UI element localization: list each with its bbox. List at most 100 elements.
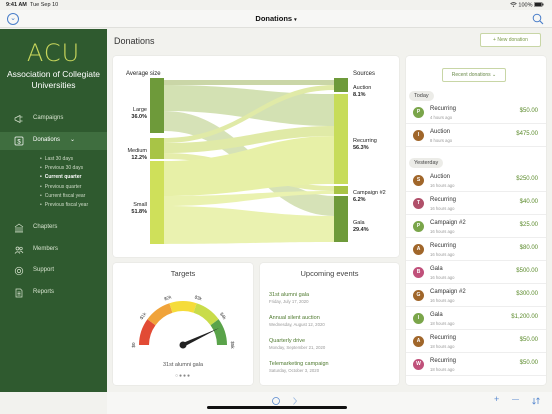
submenu-item[interactable]: Previous 30 days	[40, 164, 88, 173]
donation-time: 16 hours ago	[430, 206, 455, 211]
sankey-label: Small	[133, 202, 147, 208]
circle-icon[interactable]	[271, 396, 281, 406]
wifi-icon	[510, 2, 517, 7]
donation-source: Auction	[430, 129, 451, 135]
donation-time: 16 hours ago	[430, 229, 455, 234]
donation-row[interactable]: A Recurring 18 hours ago $50.00	[406, 331, 546, 353]
chevron-right-icon[interactable]	[290, 396, 300, 406]
donation-row[interactable]: T Recurring 16 hours ago $40.00	[406, 193, 546, 215]
nav-title-button[interactable]: Donations ▾	[255, 14, 297, 23]
donation-row[interactable]: P Campaign #2 16 hours ago $25.00	[406, 216, 546, 238]
sidebar-item-reports[interactable]: Reports	[0, 284, 107, 302]
sidebar-item-donations[interactable]: $ Donations ⌄	[0, 132, 107, 150]
donation-amount: $50.00	[519, 337, 538, 343]
donation-row[interactable]: A Recurring 16 hours ago $80.00	[406, 239, 546, 261]
sankey-node-recurring[interactable]	[334, 94, 348, 184]
event-item[interactable]: Telemarketing campaign Saturday, October…	[269, 361, 394, 373]
sankey-node-large[interactable]	[150, 78, 164, 133]
submenu-item[interactable]: Current fiscal year	[40, 192, 88, 201]
donation-amount: $475.00	[516, 131, 538, 137]
sankey-flows	[164, 80, 334, 244]
donation-row[interactable]: I Auction 8 hours ago $475.00	[406, 125, 546, 147]
gauge-tick-label: $3k	[194, 294, 203, 301]
flow-small-campaign	[164, 191, 334, 206]
gauge: $0 $1k $2k $3k $4k $5k	[131, 294, 235, 349]
event-date: Saturday, October 3, 2020	[269, 368, 320, 373]
donation-amount: $80.00	[519, 245, 538, 251]
sankey-value: 6.2%	[353, 197, 366, 203]
sankey-node-campaign2[interactable]	[334, 186, 348, 194]
submenu-item[interactable]: Previous fiscal year	[40, 201, 88, 210]
page-dots[interactable]: ○●●●	[174, 373, 192, 379]
sidebar-item-campaigns[interactable]: Campaigns	[0, 110, 107, 128]
sankey-value: 29.4%	[353, 227, 369, 233]
sankey-value: 51.8%	[131, 209, 147, 215]
gauge-caption: 31st alumni gala	[162, 362, 204, 368]
sidebar-item-members[interactable]: Members	[0, 241, 107, 259]
chevron-down-icon[interactable]: ⌄	[7, 13, 19, 25]
sankey-node-small[interactable]	[150, 161, 164, 244]
avatar: I	[413, 313, 424, 324]
event-date: Monday, September 21, 2020	[269, 345, 326, 350]
gauge-hub	[179, 341, 187, 349]
donation-source: Gala	[430, 266, 443, 272]
targets-title: Targets	[170, 269, 196, 278]
donation-row[interactable]: S Auction 16 hours ago $250.00	[406, 170, 546, 192]
donation-row[interactable]: P Recurring 4 hours ago $50.00	[406, 102, 546, 124]
sankey-node-auction[interactable]	[334, 78, 348, 92]
gauge-needle	[182, 327, 220, 347]
status-bar: 9:41 AM Tue Sep 10 100%	[0, 0, 552, 10]
gauge-band-green	[210, 319, 227, 345]
submenu-item-current[interactable]: Current quarter	[40, 173, 88, 182]
search-icon[interactable]	[532, 13, 544, 25]
sidebar-item-chapters[interactable]: Chapters	[0, 219, 107, 237]
remove-button[interactable]: —	[512, 396, 519, 403]
sidebar: ACU Association of Collegiate Universiti…	[0, 29, 107, 392]
avatar: B	[413, 267, 424, 278]
main-header: Donations + New donation	[107, 29, 552, 53]
sidebar-item-support[interactable]: Support	[0, 262, 107, 280]
add-button[interactable]: +	[494, 394, 500, 404]
donation-source: Campaign #2	[430, 220, 466, 226]
megaphone-icon	[14, 114, 23, 124]
sankey-label: Large	[133, 107, 147, 113]
recent-donations-dropdown[interactable]: Recent donations ⌄	[442, 68, 506, 82]
event-item[interactable]: Annual silent auction Wednesday, August …	[269, 315, 394, 327]
logo: ACU	[26, 39, 81, 67]
donation-amount: $300.00	[516, 291, 538, 297]
new-donation-button[interactable]: + New donation	[480, 33, 541, 47]
submenu-item[interactable]: Previous quarter	[40, 183, 88, 192]
donation-source: Recurring	[430, 243, 457, 249]
sankey-node-gala[interactable]	[334, 196, 348, 242]
donation-amount: $250.00	[516, 176, 538, 182]
gauge-band-orange	[147, 303, 173, 326]
targets-card: Targets $0 $1k $2k $3k $4k $5k 31st alumni ga…	[113, 263, 253, 385]
donation-row[interactable]: G Campaign #2 16 hours ago $300.00	[406, 285, 546, 307]
avatar: W	[413, 359, 424, 370]
event-item[interactable]: 31st alumni gala Friday, July 17, 2020	[269, 292, 394, 304]
donation-source: Recurring	[430, 106, 457, 112]
donation-row[interactable]: I Gala 18 hours ago $1,200.00	[406, 308, 546, 330]
submenu-item[interactable]: Last 30 days	[40, 155, 88, 164]
event-date: Wednesday, August 12, 2020	[269, 322, 325, 327]
sankey-node-medium[interactable]	[150, 138, 164, 159]
donation-time: 16 hours ago	[430, 275, 455, 280]
gauge-tick-label: $2k	[163, 294, 172, 301]
donation-amount: $40.00	[519, 199, 538, 205]
donation-row[interactable]: B Gala 16 hours ago $500.00	[406, 262, 546, 284]
nav-bar: ⌄ Donations ▾	[0, 10, 552, 28]
avatar: G	[413, 290, 424, 301]
sankey-label: Medium	[127, 148, 147, 154]
flow-large-auction	[164, 80, 334, 85]
event-item[interactable]: Quarterly drive Monday, September 21, 20…	[269, 338, 394, 350]
donation-source: Recurring	[430, 197, 457, 203]
donation-time: 18 hours ago	[430, 367, 455, 372]
events-card: Upcoming events 31st alumni gala Friday,…	[260, 263, 399, 385]
events-title: Upcoming events	[300, 269, 359, 278]
donation-source: Recurring	[430, 335, 457, 341]
flow-medium-auction	[164, 85, 334, 143]
gauge-tick-label: $5k	[230, 341, 235, 349]
donation-row[interactable]: W Recurring 18 hours ago $50.00	[406, 354, 546, 376]
section-yesterday: Yesterday	[409, 158, 444, 168]
sort-icon[interactable]	[531, 396, 541, 406]
